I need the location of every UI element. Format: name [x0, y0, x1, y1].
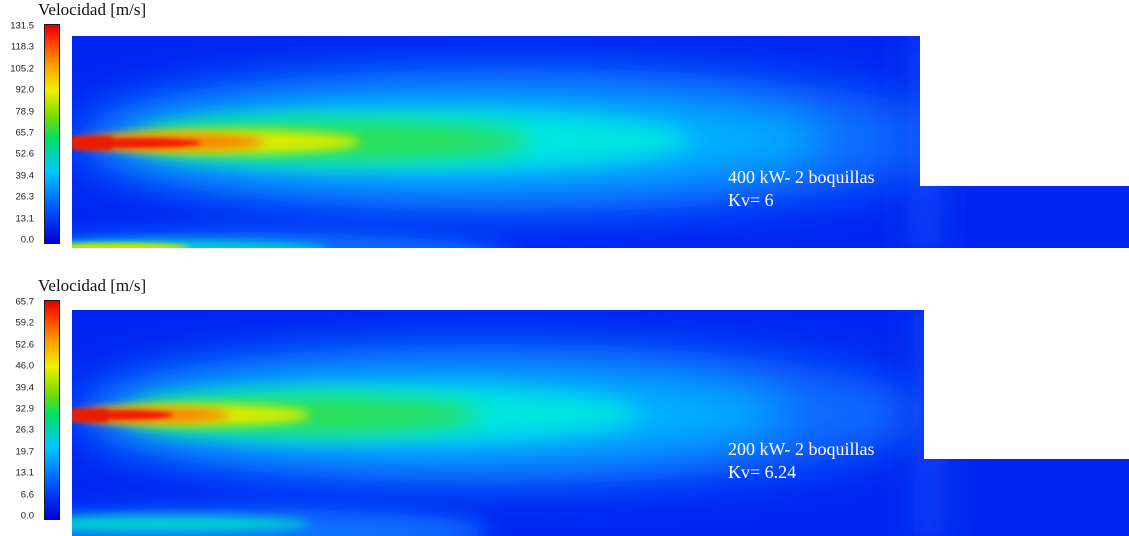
velocity-contour-field — [72, 310, 1129, 536]
colorbar-ticks: 131.5 118.3 105.2 92.0 78.9 65.7 52.6 39… — [0, 0, 40, 260]
colorbar-tick: 0.0 — [20, 234, 34, 246]
colorbar-title: Velocidad [m/s] — [38, 276, 147, 295]
case-label-line2: Kv= 6 — [728, 190, 774, 210]
colorbar-tick: 59.2 — [15, 317, 35, 329]
colorbar-tick: 92.0 — [15, 84, 35, 96]
colorbar-tick: 65.7 — [15, 127, 35, 139]
contour-panel-200kw: Velocidad [m/s] 65.7 59.2 52.6 46.0 39.4… — [0, 276, 1129, 536]
colorbar-tick: 52.6 — [15, 148, 35, 160]
colorbar-tick: 32.9 — [15, 403, 35, 415]
contour-panel-400kw: Velocidad [m/s] 131.5 118.3 105.2 92.0 7… — [0, 0, 1129, 260]
colorbar-ticks: 65.7 59.2 52.6 46.0 39.4 32.9 26.3 19.7 … — [0, 276, 40, 536]
colorbar-tick: 26.3 — [15, 424, 35, 436]
colorbar-title: Velocidad [m/s] — [38, 0, 147, 19]
colorbar-tick: 26.3 — [15, 191, 35, 203]
colorbar-tick: 19.7 — [15, 446, 35, 458]
case-label-line1: 200 kW- 2 boquillas — [728, 439, 875, 459]
colorbar-tick: 46.0 — [15, 360, 35, 372]
colorbar-tick: 13.1 — [15, 467, 35, 479]
flow-domain — [72, 36, 1129, 248]
colorbar-tick: 13.1 — [15, 213, 35, 225]
colorbar-tick: 65.7 — [15, 296, 35, 308]
colorbar-tick: 39.4 — [15, 382, 35, 394]
colorbar-tick: 6.6 — [20, 489, 34, 501]
velocity-contour-field — [72, 36, 1129, 248]
colorbar-tick: 39.4 — [15, 170, 35, 182]
velocity-colorbar — [44, 24, 60, 244]
colorbar-tick: 118.3 — [10, 41, 34, 53]
colorbar-tick: 0.0 — [20, 510, 34, 522]
flow-domain — [72, 310, 1129, 536]
case-label-line1: 400 kW- 2 boquillas — [728, 167, 875, 187]
case-label-line2: Kv= 6.24 — [728, 462, 797, 482]
colorbar-tick: 78.9 — [15, 106, 35, 118]
colorbar-tick: 131.5 — [10, 20, 34, 32]
colorbar-tick: 105.2 — [10, 63, 34, 75]
colorbar-tick: 52.6 — [15, 339, 35, 351]
